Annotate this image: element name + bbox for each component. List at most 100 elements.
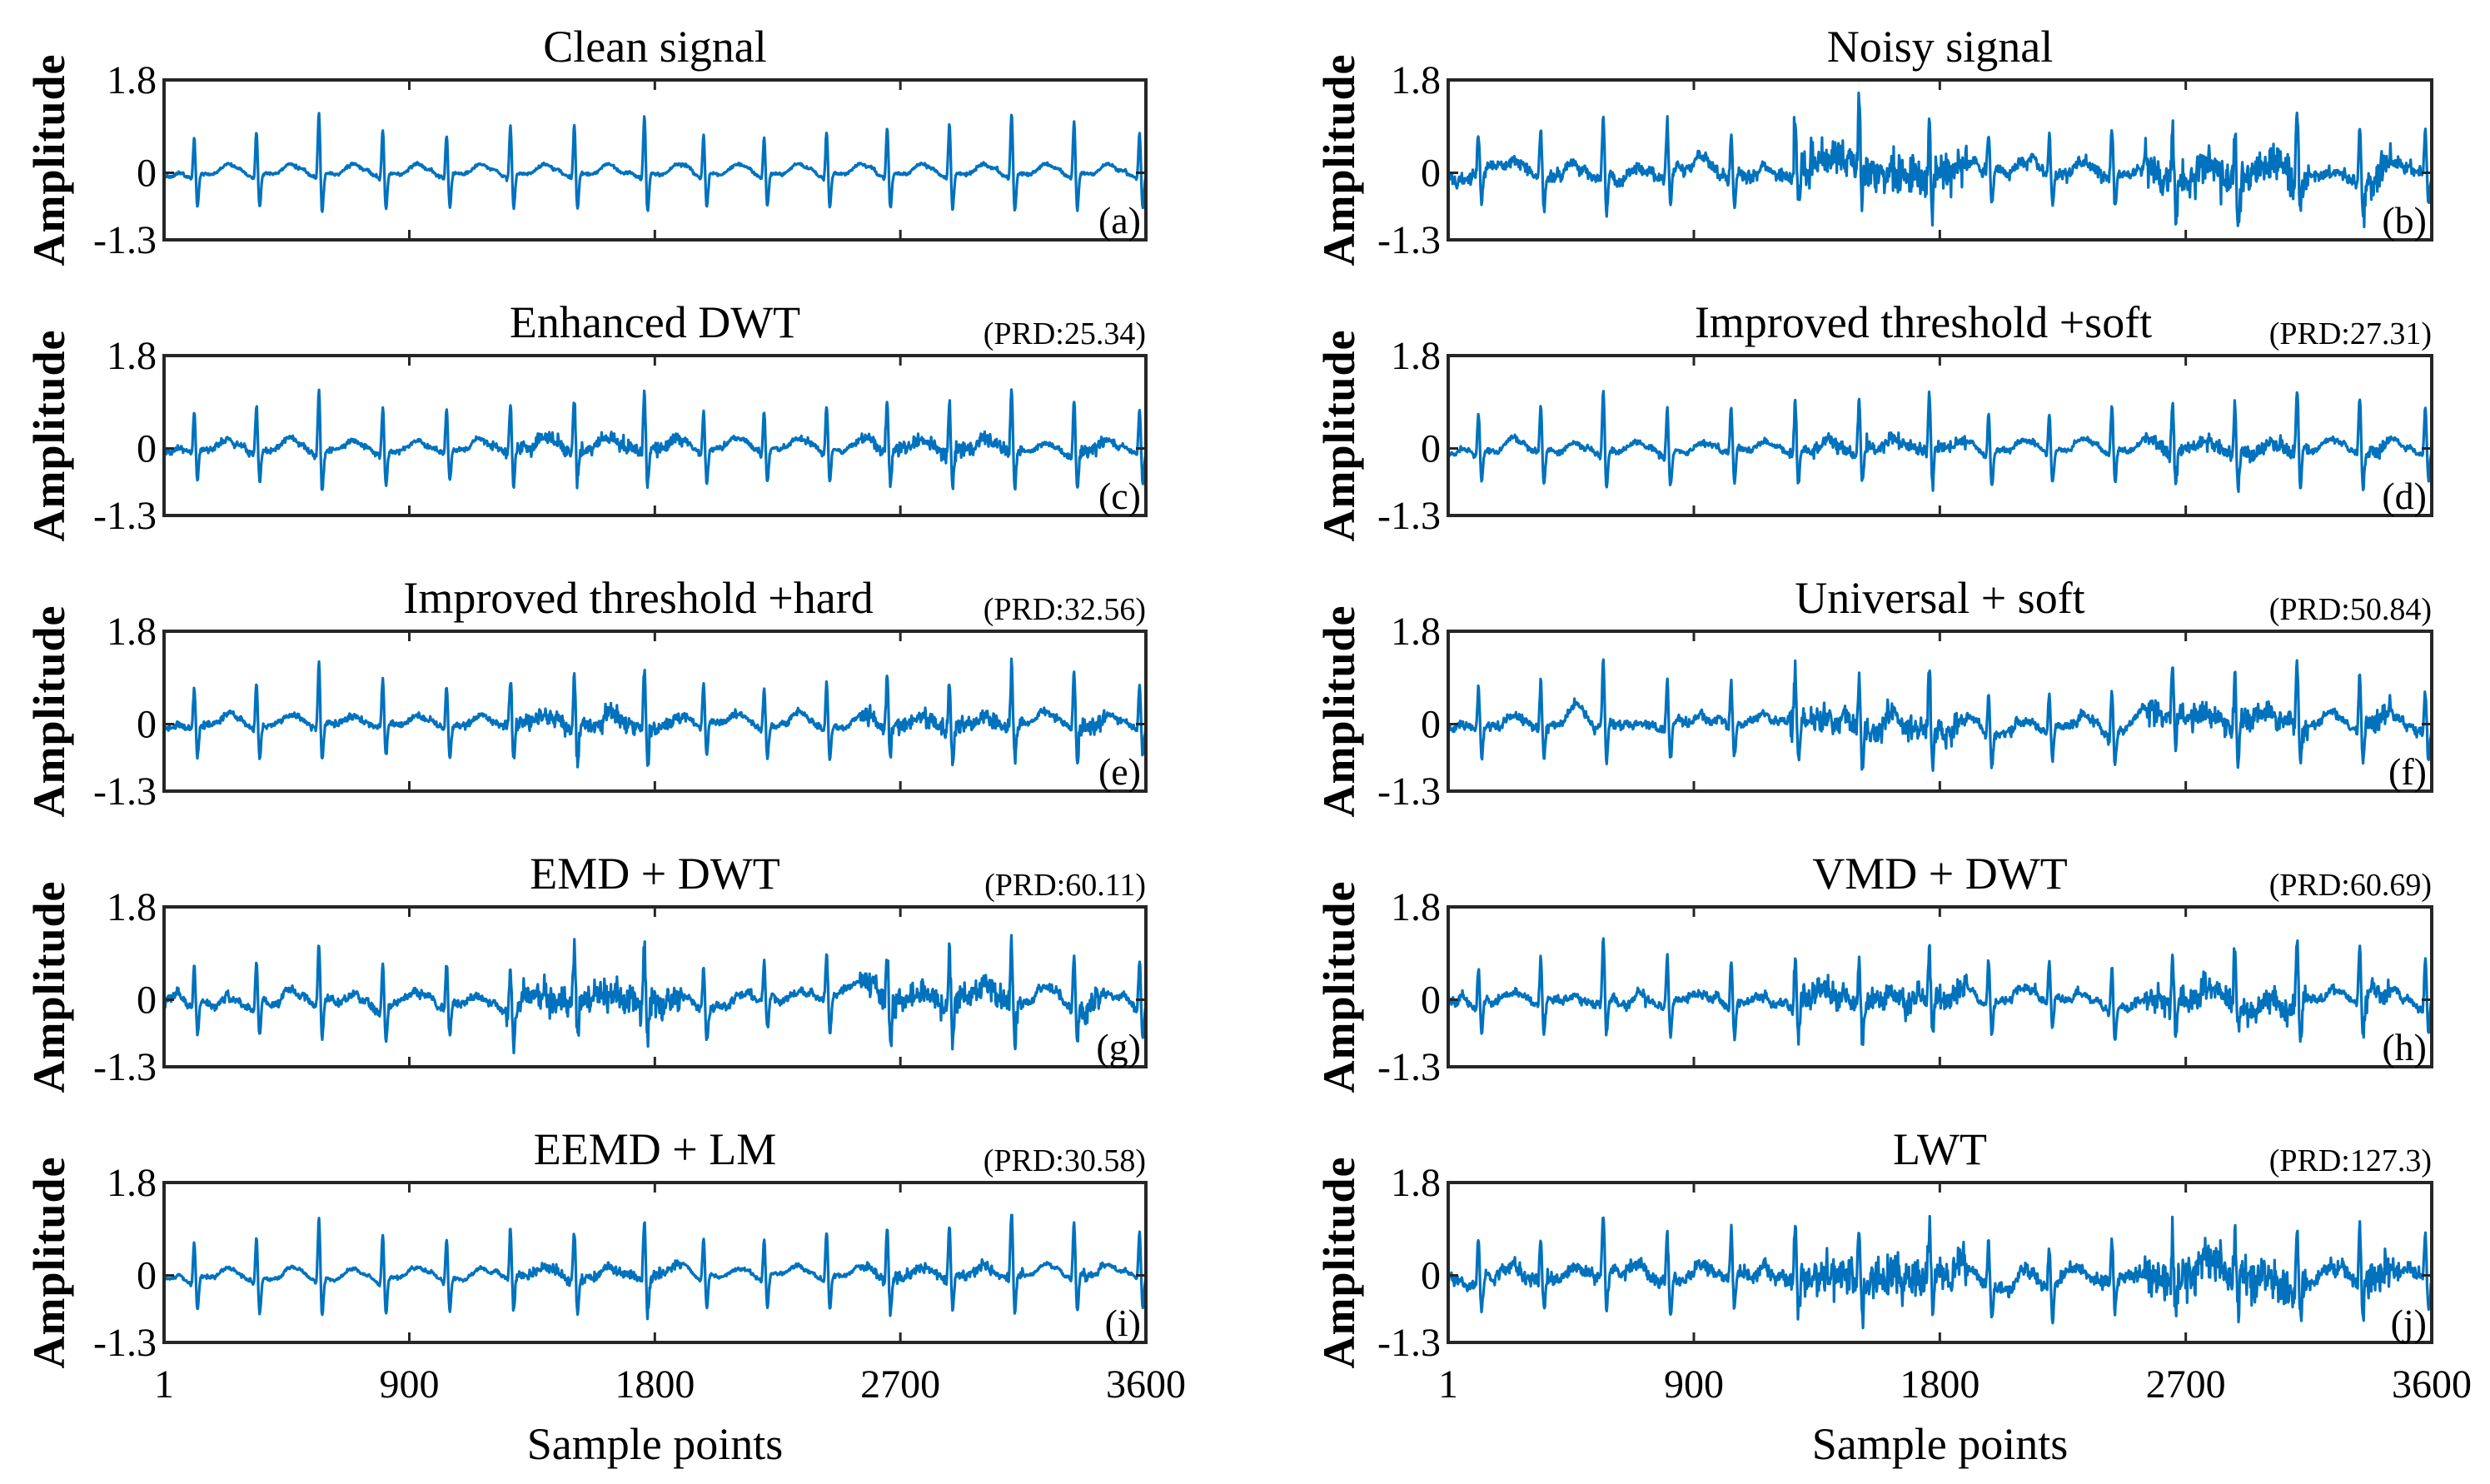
signal-line [163,388,1148,491]
y-tick-label: 1.8 [1391,334,1441,378]
subplot-g: EMD + DWT (PRD:60.11) 1.8 0 -1.3 Amplitude (g) [24,849,1148,1093]
y-axis-label: Amplitude [24,329,74,541]
y-tick-label: -1.3 [1377,494,1441,538]
prd-value: (PRD:32.56) [984,592,1146,627]
y-tick-label: -1.3 [93,1045,157,1089]
prd-value: (PRD:30.58) [984,1143,1146,1178]
subplot-h: VMD + DWT (PRD:60.69) 1.8 0 -1.3 Amplitude (h) [1314,849,2433,1093]
y-tick-label: -1.3 [93,1321,157,1365]
axes-box [162,1181,1148,1344]
subplot-title: LWT [1893,1124,1987,1174]
y-tick-label: 1.8 [107,334,157,378]
axes-box [1447,630,2433,793]
prd-value: (PRD:27.31) [2269,316,2432,351]
y-tick-label: 0 [1421,151,1441,195]
x-tick-label: 1800 [1900,1362,1980,1407]
y-tick-label: -1.3 [93,218,157,262]
prd-value: (PRD:60.11) [984,868,1146,903]
subplot-title: Universal + soft [1795,573,2084,623]
panel-label: (j) [2391,1302,2427,1344]
subplot-f: Universal + soft (PRD:50.84) 1.8 0 -1.3 Ampli… [1314,573,2433,818]
y-tick-label: -1.3 [1377,1045,1441,1089]
y-tick-label: 1.8 [107,1161,157,1205]
subplot-d: Improved threshold +soft (PRD:27.31) 1.8 0 -… [1314,297,2433,542]
panel-label: (i) [1105,1302,1141,1344]
panel-label: (g) [1096,1026,1141,1068]
subplot-j: LWT (PRD:127.3) 1 900 1800 2700 3600 1.8 0 -1.3 Am… [1314,1124,2472,1469]
x-tick-label: 1 [154,1362,174,1407]
subplot-title: Improved threshold +soft [1695,297,2152,347]
y-tick-label: 0 [137,702,157,746]
y-tick-label: 0 [1421,702,1441,746]
y-axis-label: Amplitude [1314,329,1364,541]
x-tick-label: 2700 [2146,1362,2226,1407]
subplot-title: EEMD + LM [534,1124,776,1174]
x-tick-label: 2700 [860,1362,940,1407]
axes-box [162,78,1148,242]
panel-label: (a) [1098,199,1141,242]
subplot-title: VMD + DWT [1812,849,2067,899]
subplot-title: EMD + DWT [530,849,779,899]
panel-label: (h) [2382,1026,2427,1068]
y-tick-label: 0 [137,978,157,1022]
axes-box [162,630,1148,793]
x-tick-label: 3600 [1106,1362,1186,1407]
subplot-title: Enhanced DWT [510,297,800,347]
subplot-title: Noisy signal [1827,22,2054,72]
y-tick-label: 0 [1421,426,1441,471]
y-axis-label: Amplitude [24,605,74,817]
x-axis-label: Sample points [1812,1419,2069,1469]
y-tick-label: -1.3 [93,494,157,538]
y-tick-label: 1.8 [1391,1161,1441,1205]
axes-box [162,354,1148,517]
panel-label: (c) [1098,475,1141,517]
signal-line [162,112,1148,213]
prd-value: (PRD:127.3) [2269,1143,2432,1178]
y-tick-label: 0 [137,426,157,471]
axes-box [1447,354,2433,517]
x-tick-label: 900 [1664,1362,1724,1407]
axes-box [162,905,1148,1068]
y-tick-label: 0 [1421,978,1441,1022]
x-tick-label: 900 [380,1362,440,1407]
y-tick-label: -1.3 [93,769,157,814]
y-tick-label: 1.8 [107,885,157,929]
x-tick-label: 3600 [2392,1362,2472,1407]
panel-label: (b) [2382,199,2427,242]
subplot-i: EEMD + LM (PRD:30.58) 1 900 1800 2700 3600 1.8 0… [24,1124,1186,1469]
signal-line [1447,1214,2433,1330]
y-tick-label: -1.3 [1377,1321,1441,1365]
prd-value: (PRD:60.69) [2269,868,2432,903]
y-tick-label: 1.8 [1391,610,1441,654]
signal-line [163,1213,1148,1321]
y-tick-label: -1.3 [1377,218,1441,262]
y-tick-label: -1.3 [1377,769,1441,814]
y-axis-label: Amplitude [1314,880,1364,1093]
subplot-c: Enhanced DWT (PRD:25.34) 1.8 0 -1.3 Amplitude… [24,297,1148,542]
y-tick-label: 1.8 [1391,885,1441,929]
x-axis-label: Sample points [527,1419,784,1469]
signal-line [163,657,1148,769]
signal-line [1447,658,2433,772]
y-tick-label: 1.8 [107,610,157,654]
y-axis-label: Amplitude [1314,605,1364,817]
x-tick-label: 1 [1438,1362,1458,1407]
y-tick-label: 0 [137,1253,157,1297]
y-axis-label: Amplitude [1314,53,1364,266]
signal-line [1447,937,2433,1047]
y-tick-label: 1.8 [107,58,157,102]
panel-label: (d) [2382,475,2427,517]
y-tick-label: 1.8 [1391,58,1441,102]
y-axis-label: Amplitude [1314,1156,1364,1368]
subplot-e: Improved threshold +hard (PRD:32.56) 1.8 0 -… [24,573,1148,818]
signal-line [1447,91,2433,229]
prd-value: (PRD:25.34) [984,316,1146,351]
subplot-b: Noisy signal 1.8 0 -1.3 Amplitude (b) [1314,22,2433,266]
panel-label: (f) [2388,750,2427,793]
y-tick-label: 0 [137,151,157,195]
subplot-a: Clean signal 1.8 0 -1.3 Amplitude (a) [24,22,1148,266]
x-tick-label: 1800 [615,1362,695,1407]
y-axis-label: Amplitude [24,1156,74,1368]
subplot-title: Improved threshold +hard [403,573,873,623]
